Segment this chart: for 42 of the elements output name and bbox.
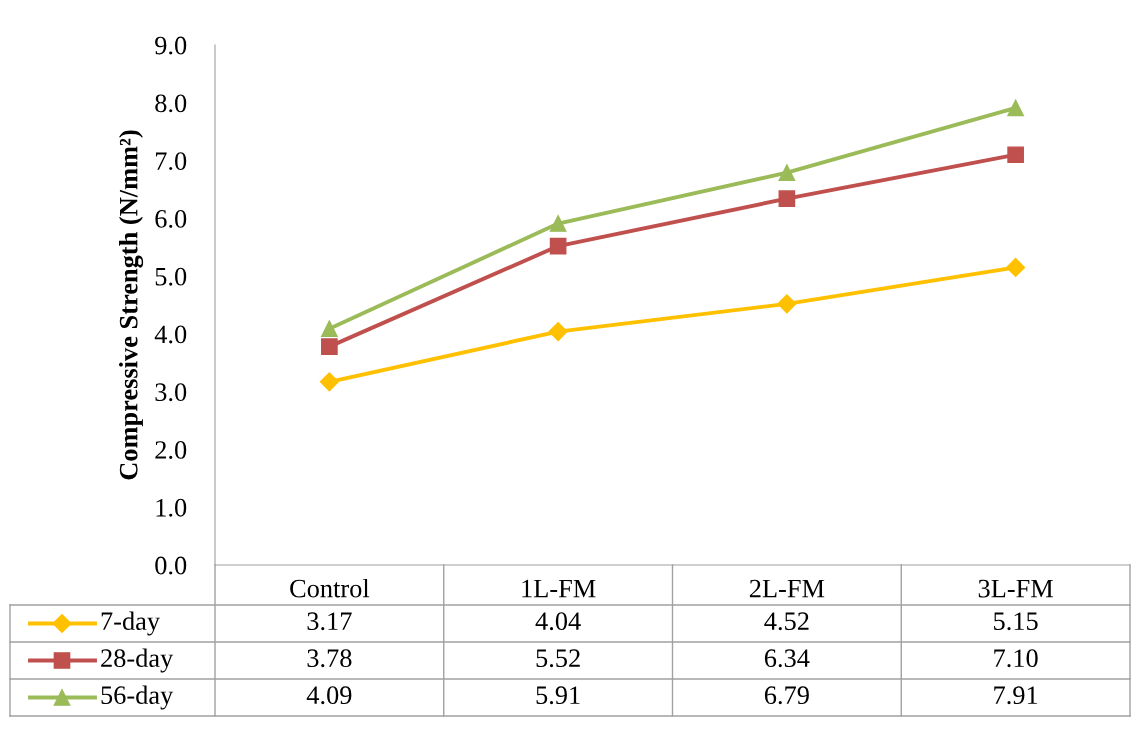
y-tick-label: 1.0: [156, 498, 187, 517]
x-tick-label: 3L-FM: [978, 579, 1053, 598]
y-tick-label: 5.0: [155, 267, 187, 286]
point: [777, 294, 797, 314]
data-label: 5.52: [536, 649, 580, 668]
y-axis-title: Compressive Strength (N/mm²): [118, 130, 144, 480]
y-tick-label: 0.0: [155, 556, 187, 575]
y-tick-label: 9.0: [155, 36, 187, 55]
legend-label: 28-day: [101, 648, 174, 673]
legend-label: 7-day: [101, 611, 160, 636]
data-label: 5.91: [536, 686, 580, 705]
data-label: 6.34: [764, 649, 810, 668]
point: [549, 237, 567, 255]
y-tick-label: 4.0: [154, 325, 187, 344]
point: [778, 164, 796, 182]
data-label: 4.04: [535, 612, 581, 631]
point: [1007, 146, 1024, 164]
point: [1007, 99, 1024, 117]
x-tick-label: 2L-FM: [749, 579, 825, 598]
data-label: 5.15: [994, 612, 1038, 631]
x-tick-label: Control: [290, 578, 370, 598]
data-label: 3.78: [307, 649, 352, 668]
y-tick-label: 6.0: [155, 209, 187, 228]
data-label: 3.17: [307, 612, 352, 631]
legend-label: 56-day: [101, 685, 174, 710]
point: [1006, 257, 1026, 277]
data-label: 7.91: [994, 686, 1038, 705]
y-tick-label: 2.0: [155, 441, 187, 459]
data-label: 4.09: [306, 686, 352, 705]
data-label: 4.52: [764, 612, 809, 631]
point: [321, 338, 338, 355]
y-tick-label: 7.0: [155, 152, 187, 171]
x-tick-label: 1L-FM: [522, 579, 596, 598]
data-label: 7.10: [994, 649, 1038, 668]
data-label: 6.79: [764, 686, 809, 705]
point: [319, 372, 339, 392]
y-tick-label: 8.0: [155, 94, 187, 113]
point: [548, 322, 568, 342]
point: [778, 190, 796, 208]
point: [549, 215, 567, 232]
point: [321, 320, 338, 338]
y-tick-label: 3.0: [155, 383, 187, 402]
